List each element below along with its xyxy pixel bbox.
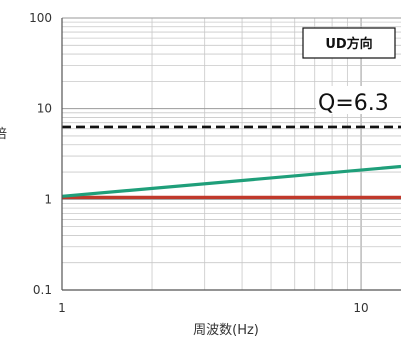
y-tick-label: 1 — [44, 192, 52, 206]
grid — [61, 17, 401, 291]
direction-box: UD方向 — [302, 27, 396, 59]
direction-box-border — [302, 27, 396, 59]
q-label-bg — [316, 86, 401, 114]
x-axis-label: 周波数(Hz) — [193, 323, 259, 338]
direction-box-text: UD方向 — [325, 36, 372, 52]
series-layer — [61, 125, 401, 199]
y-tick-label: 100 — [29, 11, 52, 25]
series-line-2 — [61, 164, 401, 198]
y-axis-label-glyph: 倍 — [0, 127, 7, 142]
x-tick-label: 1 — [58, 301, 66, 315]
x-tick-label: 10 — [353, 301, 368, 315]
y-tick-label: 10 — [37, 102, 52, 116]
q-label: Q=6.3 — [318, 91, 389, 116]
axis-layer: 100 10 1 0.1 1 10 — [29, 11, 401, 315]
y-tick-label: 0.1 — [33, 283, 52, 297]
